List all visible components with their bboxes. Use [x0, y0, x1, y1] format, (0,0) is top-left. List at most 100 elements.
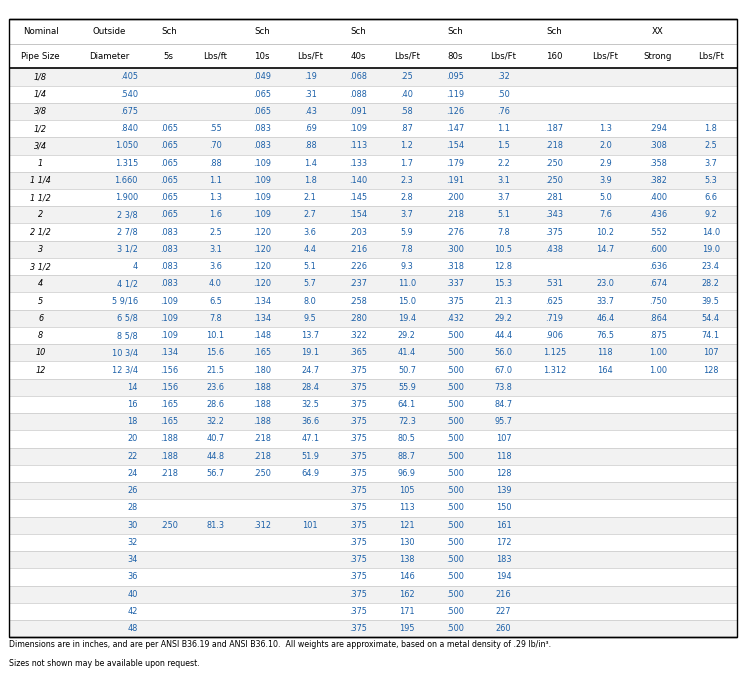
Text: 128: 128 — [703, 365, 718, 374]
Text: .154: .154 — [349, 210, 368, 219]
Text: .375: .375 — [350, 589, 368, 598]
Text: .375: .375 — [350, 486, 368, 495]
Text: XX: XX — [652, 27, 664, 36]
Text: 7.8: 7.8 — [401, 245, 413, 254]
Text: 3: 3 — [38, 245, 43, 254]
Text: 138: 138 — [399, 555, 415, 564]
Text: .375: .375 — [350, 434, 368, 443]
Text: Nominal: Nominal — [23, 27, 58, 36]
Text: 5.9: 5.9 — [401, 227, 413, 236]
Text: .500: .500 — [446, 538, 464, 547]
Text: 183: 183 — [495, 555, 511, 564]
Text: 40: 40 — [128, 589, 138, 598]
Text: .120: .120 — [253, 279, 271, 288]
Text: 6.5: 6.5 — [209, 296, 222, 305]
Text: 1.900: 1.900 — [115, 193, 138, 202]
Text: .109: .109 — [253, 193, 271, 202]
Text: .134: .134 — [160, 348, 178, 357]
Text: 80.5: 80.5 — [398, 434, 416, 443]
Text: .636: .636 — [649, 262, 667, 271]
Text: 15.0: 15.0 — [398, 296, 416, 305]
Text: 16: 16 — [128, 400, 138, 409]
Text: 26: 26 — [128, 486, 138, 495]
Text: .375: .375 — [350, 382, 368, 392]
Text: .140: .140 — [349, 176, 368, 185]
Text: .365: .365 — [350, 348, 368, 357]
Text: .065: .065 — [160, 210, 178, 219]
Text: 42: 42 — [128, 607, 138, 616]
Text: 72.3: 72.3 — [398, 417, 416, 426]
Text: 44.8: 44.8 — [207, 451, 225, 461]
Text: 3.7: 3.7 — [401, 210, 413, 219]
Text: 4.4: 4.4 — [304, 245, 317, 254]
Text: 113: 113 — [399, 503, 415, 512]
Bar — [9, 361, 737, 378]
Text: Sch: Sch — [161, 27, 177, 36]
Text: 7.6: 7.6 — [599, 210, 612, 219]
Text: 1.00: 1.00 — [649, 348, 667, 357]
Text: .375: .375 — [350, 520, 368, 530]
Text: 50.7: 50.7 — [398, 365, 416, 374]
Text: 15.3: 15.3 — [495, 279, 513, 288]
Text: .250: .250 — [160, 520, 178, 530]
Text: .126: .126 — [446, 107, 464, 116]
Text: 260: 260 — [495, 624, 511, 633]
Bar — [9, 551, 737, 568]
Text: .113: .113 — [349, 141, 368, 150]
Text: 4 1/2: 4 1/2 — [117, 279, 138, 288]
Text: 3.1: 3.1 — [209, 245, 222, 254]
Text: 18: 18 — [128, 417, 138, 426]
Text: .405: .405 — [120, 72, 138, 81]
Text: .065: .065 — [160, 158, 178, 167]
Text: .165: .165 — [253, 348, 271, 357]
Text: 32.5: 32.5 — [301, 400, 319, 409]
Text: .133: .133 — [350, 158, 368, 167]
Text: .50: .50 — [497, 89, 510, 98]
Text: .675: .675 — [120, 107, 138, 116]
Text: 4.0: 4.0 — [209, 279, 222, 288]
Bar — [9, 120, 737, 137]
Text: .438: .438 — [545, 245, 563, 254]
Text: 1.315: 1.315 — [115, 158, 138, 167]
Text: 3 1/2: 3 1/2 — [30, 262, 51, 271]
Bar — [9, 223, 737, 240]
Text: 3.6: 3.6 — [304, 227, 316, 236]
Text: .188: .188 — [253, 382, 271, 392]
Text: .083: .083 — [253, 124, 271, 133]
Text: .500: .500 — [446, 624, 464, 633]
Text: .145: .145 — [349, 193, 368, 202]
Text: .308: .308 — [649, 141, 667, 150]
Bar — [9, 413, 737, 430]
Bar — [9, 189, 737, 206]
Text: .083: .083 — [253, 141, 271, 150]
Bar — [9, 68, 737, 85]
Text: .156: .156 — [160, 382, 178, 392]
Text: .58: .58 — [401, 107, 413, 116]
Text: .179: .179 — [446, 158, 464, 167]
Text: 150: 150 — [495, 503, 511, 512]
Text: .134: .134 — [253, 296, 271, 305]
Text: 10 3/4: 10 3/4 — [112, 348, 138, 357]
Text: 1.125: 1.125 — [543, 348, 566, 357]
Text: 118: 118 — [598, 348, 613, 357]
Text: .337: .337 — [446, 279, 464, 288]
Text: .218: .218 — [253, 434, 271, 443]
Text: 7.8: 7.8 — [209, 313, 222, 323]
Text: .216: .216 — [349, 245, 368, 254]
Text: .500: .500 — [446, 348, 464, 357]
Text: 88.7: 88.7 — [398, 451, 416, 461]
Text: .250: .250 — [253, 469, 271, 478]
Text: 5 9/16: 5 9/16 — [112, 296, 138, 305]
Text: .343: .343 — [545, 210, 563, 219]
Text: .375: .375 — [350, 624, 368, 633]
Text: 10.1: 10.1 — [207, 331, 225, 340]
Text: .500: .500 — [446, 520, 464, 530]
Text: .500: .500 — [446, 469, 464, 478]
Text: 6: 6 — [38, 313, 43, 323]
Text: 40.7: 40.7 — [207, 434, 225, 443]
Text: .500: .500 — [446, 417, 464, 426]
Bar — [9, 447, 737, 465]
Text: .120: .120 — [253, 227, 271, 236]
Text: 1/2: 1/2 — [34, 124, 47, 133]
Text: .095: .095 — [446, 72, 464, 81]
